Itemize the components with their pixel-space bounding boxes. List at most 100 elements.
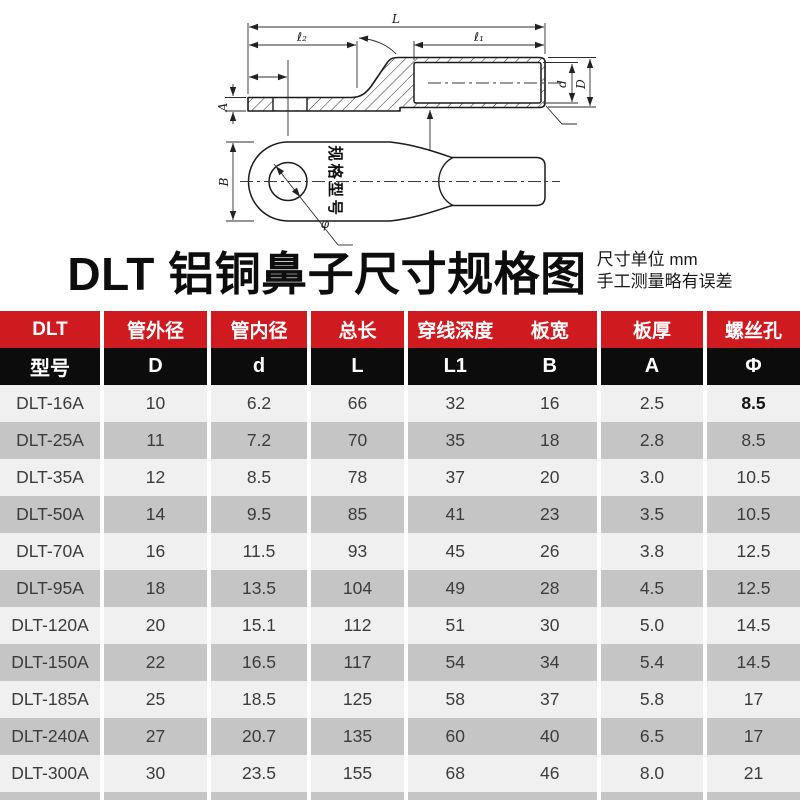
- header-symbol-phi: Φ: [707, 348, 800, 385]
- plate-width-cell: 16: [540, 393, 560, 413]
- depth-width-cell: 32 16: [408, 385, 601, 422]
- wire-depth-cell: 35: [445, 430, 465, 450]
- screw-hole-cell: 17: [707, 718, 800, 755]
- outer-diameter-cell: 22: [104, 644, 211, 681]
- model-cell: DLT-95A: [0, 570, 104, 607]
- inner-diameter-cell: 11.5: [211, 533, 311, 570]
- table-row: DLT-35A 12 8.5 78 37 20 3.0 10.5: [0, 459, 800, 496]
- label-B: B: [217, 177, 231, 187]
- chamfer-leader: [545, 105, 577, 125]
- plate-width-cell: 23: [540, 504, 560, 524]
- plate-width-cell: 30: [540, 615, 560, 635]
- table-row: DLT-150A 22 16.5 117 54 34 5.4 14.5: [0, 644, 800, 681]
- wire-depth-cell: 60: [445, 726, 465, 746]
- palm-hole-gap: [273, 98, 307, 110]
- depth-width-cell: 35 18: [408, 422, 601, 459]
- total-length-cell: 93: [311, 533, 408, 570]
- plate-width-cell: 34: [540, 652, 560, 672]
- header-symbol-D: D: [104, 348, 211, 385]
- tolerance-note: 手工测量略有误差: [596, 272, 733, 291]
- total-length-cell: 117: [311, 644, 408, 681]
- header-symbols-L1-B: L1 B: [408, 348, 601, 385]
- header-symbol-B: B: [542, 355, 557, 377]
- wire-depth-cell: 45: [445, 541, 465, 561]
- screw-hole-cell: 12.5: [707, 533, 800, 570]
- outer-diameter-cell: 30: [104, 755, 211, 792]
- plate-thickness-cell: 5.8: [601, 681, 707, 718]
- table-body: DLT-16A 10 6.2 66 32 16 2.5 8.5 DLT-25A 11 7.2 70 35…: [0, 385, 800, 792]
- outer-diameter-cell: 11: [104, 422, 211, 459]
- model-cell: DLT-300A: [0, 755, 104, 792]
- inner-diameter-cell: 20.7: [211, 718, 311, 755]
- partial-next-row: [0, 792, 800, 800]
- spec-table: DLT 管外径 管内径 总长 穿线深度 板宽 板厚 螺丝孔 型号 D d L L…: [0, 311, 800, 800]
- outer-diameter-cell: 25: [104, 681, 211, 718]
- header-inner-diameter: 管内径: [211, 311, 311, 348]
- plate-thickness-cell: 3.5: [601, 496, 707, 533]
- table-row: DLT-240A 27 20.7 135 60 40 6.5 17: [0, 718, 800, 755]
- model-cell: DLT-185A: [0, 681, 104, 718]
- inner-diameter-cell: 15.1: [211, 607, 311, 644]
- header-depth-width: 穿线深度 板宽: [408, 311, 601, 348]
- plate-thickness-cell: 4.5: [601, 570, 707, 607]
- label-phi: φ: [321, 217, 330, 231]
- plate-width-cell: 37: [540, 689, 560, 709]
- screw-hole-cell: 10.5: [707, 459, 800, 496]
- outer-diameter-cell: 16: [104, 533, 211, 570]
- model-cell: DLT-70A: [0, 533, 104, 570]
- header-symbol-L1: L1: [443, 355, 467, 377]
- total-length-cell: 78: [311, 459, 408, 496]
- total-length-cell: 85: [311, 496, 408, 533]
- table-row: DLT-185A 25 18.5 125 58 37 5.8 17: [0, 681, 800, 718]
- label-L: L: [391, 12, 400, 26]
- depth-width-cell: 45 26: [408, 533, 601, 570]
- inner-diameter-cell: 23.5: [211, 755, 311, 792]
- wire-depth-cell: 54: [445, 652, 465, 672]
- model-cell: DLT-50A: [0, 496, 104, 533]
- plate-thickness-cell: 3.0: [601, 459, 707, 496]
- slope-angle-arc: [358, 35, 397, 55]
- plate-width-cell: 40: [540, 726, 560, 746]
- wire-depth-cell: 41: [445, 504, 465, 524]
- plate-width-cell: 28: [540, 578, 560, 598]
- inner-diameter-cell: 13.5: [211, 570, 311, 607]
- screw-hole-cell: 14.5: [707, 607, 800, 644]
- model-cell: DLT-120A: [0, 607, 104, 644]
- label-L2: ℓ₂: [296, 30, 307, 44]
- wire-depth-cell: 68: [445, 763, 465, 783]
- unit-note: 尺寸单位 mm: [596, 249, 698, 269]
- screw-hole-cell: 21: [707, 755, 800, 792]
- table-row: DLT-16A 10 6.2 66 32 16 2.5 8.5: [0, 385, 800, 422]
- model-cell: DLT-240A: [0, 718, 104, 755]
- model-cell: DLT-35A: [0, 459, 104, 496]
- total-length-cell: 112: [311, 607, 408, 644]
- inner-diameter-cell: 8.5: [211, 459, 311, 496]
- inner-diameter-cell: 6.2: [211, 385, 311, 422]
- header-symbol-d: d: [211, 348, 311, 385]
- stamped-spec-text: 规格型号: [326, 145, 345, 217]
- plate-thickness-cell: 5.4: [601, 644, 707, 681]
- inner-diameter-cell: 16.5: [211, 644, 311, 681]
- title-row: DLT 铝铜鼻子尺寸规格图 尺寸单位 mm 手工测量略有误差: [0, 240, 800, 302]
- label-D: D: [574, 79, 588, 90]
- side-view: L ℓ₂ ℓ₁ A d D: [216, 12, 596, 158]
- label-d: d: [555, 80, 569, 88]
- depth-width-cell: 60 40: [408, 718, 601, 755]
- screw-hole-cell: 8.5: [707, 422, 800, 459]
- header-plate-thickness: 板厚: [601, 311, 707, 348]
- wire-depth-cell: 32: [445, 393, 465, 413]
- table-row: DLT-25A 11 7.2 70 35 18 2.8 8.5: [0, 422, 800, 459]
- plate-width-cell: 20: [540, 467, 560, 487]
- depth-width-cell: 41 23: [408, 496, 601, 533]
- plate-thickness-cell: 2.8: [601, 422, 707, 459]
- table-row: DLT-50A 14 9.5 85 41 23 3.5 10.5: [0, 496, 800, 533]
- model-cell: DLT-16A: [0, 385, 104, 422]
- plate-width-cell: 18: [540, 430, 560, 450]
- total-length-cell: 125: [311, 681, 408, 718]
- total-length-cell: 66: [311, 385, 408, 422]
- table-row: DLT-300A 30 23.5 155 68 46 8.0 21: [0, 755, 800, 792]
- total-length-cell: 104: [311, 570, 408, 607]
- screw-hole-cell: 10.5: [707, 496, 800, 533]
- header-outer-diameter: 管外径: [104, 311, 211, 348]
